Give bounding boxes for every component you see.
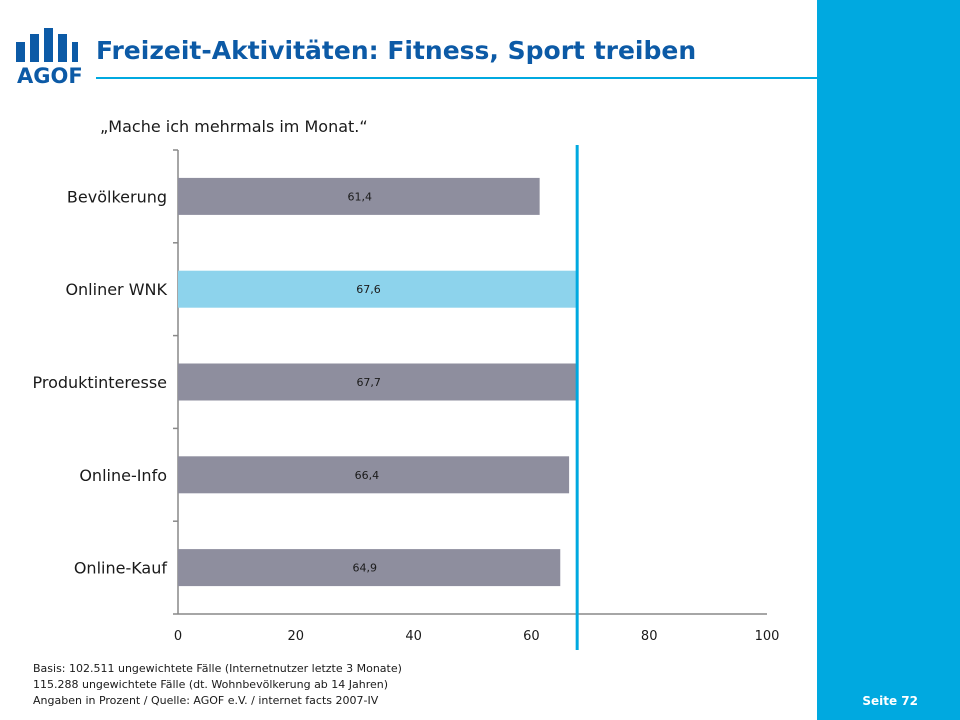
x-tick-label-0: 0 — [174, 629, 182, 644]
category-label-3: Online-Info — [79, 466, 167, 485]
bar-1 — [178, 270, 577, 308]
bar-3 — [178, 456, 570, 494]
x-tick-label-4: 80 — [641, 629, 658, 644]
bar-chart: 61,4 Bevölkerung 67,6 Onliner WNK 67,7 Produk… — [32, 145, 780, 650]
data-label-0: 61,4 — [348, 190, 373, 203]
x-tick-label-2: 40 — [405, 629, 422, 644]
data-label-1: 67,6 — [356, 283, 381, 296]
footnote-line-1: Basis: 102.511 ungewichtete Fälle (Inter… — [33, 662, 402, 675]
agof-logo-icon — [16, 28, 78, 62]
page-title: Freizeit-Aktivitäten: Fitness, Sport tre… — [96, 36, 697, 65]
bar-4 — [178, 549, 561, 587]
page-number: Seite 72 — [862, 694, 918, 708]
x-tick-label-5: 100 — [755, 629, 780, 644]
category-label-2: Produktinteresse — [32, 373, 167, 392]
title-divider — [96, 77, 817, 79]
logo-text: AGOF — [17, 64, 83, 88]
category-label-4: Online-Kauf — [74, 559, 168, 578]
category-label-1: Onliner WNK — [65, 280, 167, 299]
data-label-4: 64,9 — [352, 562, 377, 575]
bar-0 — [178, 177, 540, 215]
x-tick-label-3: 60 — [523, 629, 540, 644]
chart-subtitle: „Mache ich mehrmals im Monat.“ — [100, 117, 368, 136]
data-label-2: 67,7 — [356, 376, 381, 389]
data-label-3: 66,4 — [355, 469, 380, 482]
category-label-0: Bevölkerung — [67, 187, 167, 206]
footnote: Basis: 102.511 ungewichtete Fälle (Inter… — [33, 661, 402, 709]
footnote-line-2: 115.288 ungewichtete Fälle (dt. Wohnbevö… — [33, 678, 389, 691]
footnote-line-3: Angaben in Prozent / Quelle: AGOF e.V. /… — [33, 694, 379, 707]
bar-2 — [178, 363, 577, 401]
x-tick-label-1: 20 — [288, 629, 305, 644]
side-panel: Seite 72 — [817, 0, 960, 720]
